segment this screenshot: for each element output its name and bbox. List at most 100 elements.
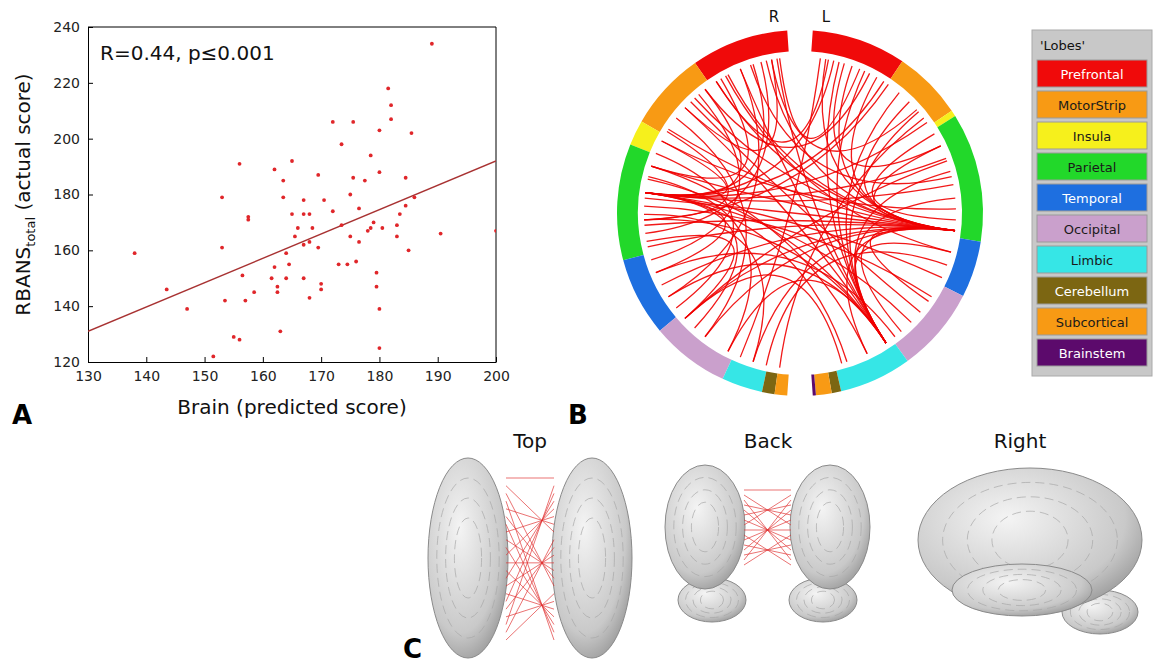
point — [398, 212, 402, 216]
tick-mark — [263, 357, 264, 362]
lobe-segment — [895, 287, 963, 362]
connection-decor — [506, 562, 554, 563]
legend-swatch — [1037, 153, 1147, 180]
chord — [651, 166, 867, 354]
tick: 240 — [53, 19, 93, 35]
point — [284, 251, 288, 255]
point — [357, 240, 361, 244]
point — [389, 117, 393, 121]
point — [337, 262, 341, 266]
chord — [645, 193, 911, 323]
y-axis-title: RBANStotal (actual score) — [11, 73, 38, 315]
point — [369, 154, 373, 158]
brain-sulcus — [683, 490, 728, 564]
point — [378, 307, 382, 311]
tick-label: 220 — [53, 75, 80, 91]
tick-mark — [88, 362, 93, 363]
chord — [644, 214, 764, 361]
legend-swatch — [1037, 184, 1147, 211]
chord — [648, 179, 886, 343]
lobe-segment — [836, 344, 907, 391]
tick-mark — [438, 357, 439, 362]
tick: 180 — [367, 357, 394, 384]
chord — [668, 69, 759, 297]
tick-mark — [205, 357, 206, 362]
legend-swatch — [1037, 122, 1147, 149]
lobe-segment — [811, 30, 902, 78]
point — [395, 234, 399, 238]
legend-label: Cerebellum — [1055, 284, 1130, 299]
point — [220, 246, 224, 250]
point — [404, 204, 408, 208]
point — [430, 42, 434, 46]
point — [281, 195, 285, 199]
brain-sulcus — [691, 502, 718, 552]
fit-line — [88, 161, 496, 331]
point — [345, 262, 349, 266]
lobe-segment — [623, 255, 676, 331]
tick-mark — [88, 139, 93, 140]
legend-swatch — [1037, 277, 1147, 304]
point — [378, 128, 382, 132]
brain-sulcus — [983, 574, 1061, 605]
view-title: Back — [744, 429, 793, 453]
point — [276, 290, 280, 294]
brain-sulcus — [998, 580, 1046, 601]
point — [410, 131, 414, 135]
brain-sulcus — [693, 587, 731, 613]
tick: 160 — [250, 357, 277, 384]
tick-label: 160 — [250, 368, 277, 384]
chord — [645, 62, 768, 233]
point — [494, 229, 496, 233]
tick-mark — [88, 250, 93, 251]
frame-top — [88, 27, 496, 28]
tick-mark — [88, 27, 93, 28]
tick-label: 200 — [53, 131, 80, 147]
legend-swatch — [1037, 60, 1147, 87]
point — [223, 299, 227, 303]
legend-swatch — [1037, 339, 1147, 366]
connection-decor — [744, 495, 791, 525]
tick: 180 — [53, 186, 93, 202]
point — [281, 179, 285, 183]
tick: 160 — [53, 242, 93, 258]
legend-label: MotorStrip — [1058, 98, 1126, 113]
chord — [728, 280, 886, 351]
legend-label: Limbic — [1071, 253, 1114, 268]
frame-right — [496, 27, 497, 362]
brain-sulcus — [967, 569, 1076, 611]
chord — [847, 229, 955, 354]
tick: 190 — [425, 357, 452, 384]
point — [220, 195, 224, 199]
point — [366, 229, 370, 233]
point — [331, 120, 335, 124]
connection-decor — [506, 594, 554, 640]
figure: 1301401501601701801902001201401601802002… — [0, 0, 1157, 667]
chord — [726, 76, 951, 252]
tick-label: 200 — [483, 368, 510, 384]
point — [348, 193, 352, 197]
legend-title: 'Lobes' — [1040, 38, 1085, 53]
point — [243, 299, 247, 303]
connection-decor — [744, 495, 791, 525]
point — [413, 195, 417, 199]
lobe-segment — [891, 61, 952, 122]
brain-sulcus — [808, 490, 853, 564]
point — [331, 209, 335, 213]
tick-label: 150 — [192, 368, 219, 384]
chord — [644, 131, 728, 219]
brain-sulcus — [437, 478, 499, 638]
connectogram-panel: LR'Lobes'PrefrontalMotorStripInsulaParie… — [617, 8, 1152, 396]
legend-swatch — [1037, 246, 1147, 273]
hemisphere-label: L — [822, 8, 831, 26]
point — [348, 234, 352, 238]
point — [270, 276, 274, 280]
tick-mark — [321, 357, 322, 362]
tick: 140 — [133, 357, 160, 384]
y-axis-title-main: RBANS — [11, 247, 35, 316]
brain-shape — [790, 465, 870, 589]
legend-label: Parietal — [1068, 160, 1117, 175]
brain-shape — [665, 465, 745, 589]
tick-mark — [88, 195, 93, 196]
connection-decor — [506, 571, 554, 617]
